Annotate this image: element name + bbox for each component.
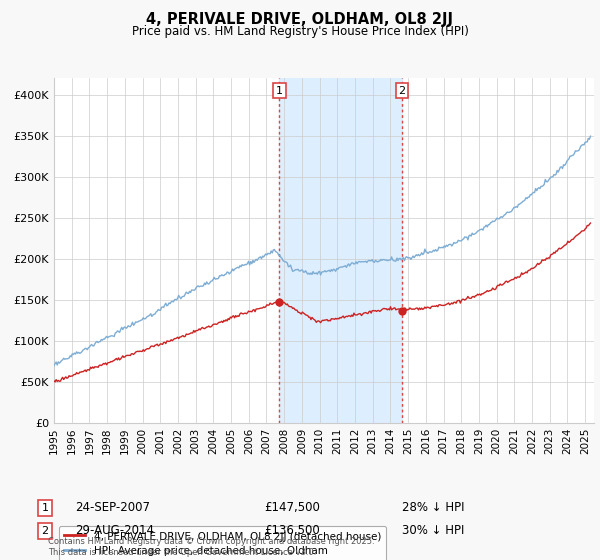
Text: 2: 2	[398, 86, 406, 96]
Text: 30% ↓ HPI: 30% ↓ HPI	[402, 524, 464, 538]
Text: £147,500: £147,500	[264, 501, 320, 515]
Text: 24-SEP-2007: 24-SEP-2007	[75, 501, 150, 515]
Legend: 4, PERIVALE DRIVE, OLDHAM, OL8 2JJ (detached house), HPI: Average price, detache: 4, PERIVALE DRIVE, OLDHAM, OL8 2JJ (deta…	[59, 526, 386, 560]
Text: 4, PERIVALE DRIVE, OLDHAM, OL8 2JJ: 4, PERIVALE DRIVE, OLDHAM, OL8 2JJ	[146, 12, 454, 27]
Bar	[280, 78, 402, 423]
Text: 2: 2	[41, 526, 49, 536]
Text: 28% ↓ HPI: 28% ↓ HPI	[402, 501, 464, 515]
Text: 29-AUG-2014: 29-AUG-2014	[75, 524, 154, 538]
Text: £136,500: £136,500	[264, 524, 320, 538]
Text: Contains HM Land Registry data © Crown copyright and database right 2025.
This d: Contains HM Land Registry data © Crown c…	[48, 537, 374, 557]
Text: Price paid vs. HM Land Registry's House Price Index (HPI): Price paid vs. HM Land Registry's House …	[131, 25, 469, 38]
Text: 1: 1	[276, 86, 283, 96]
Text: 1: 1	[41, 503, 49, 513]
